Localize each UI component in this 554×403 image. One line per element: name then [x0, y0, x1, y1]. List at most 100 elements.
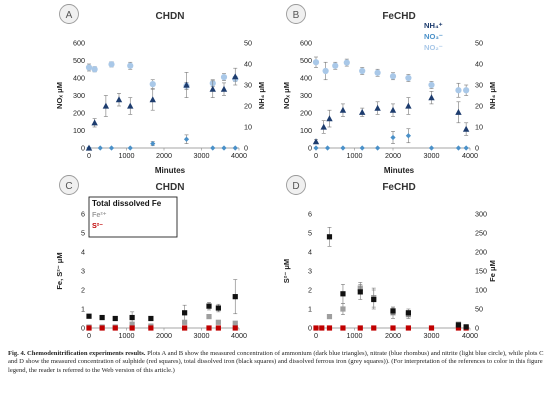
- y2-tick-label: 40: [244, 60, 252, 69]
- x-tick-label: 1000: [347, 331, 363, 340]
- x-tick-label: 1000: [119, 331, 135, 340]
- y-axis-label: S²⁻ μM: [282, 259, 291, 283]
- fe2-point: [182, 319, 188, 325]
- legend-entry: S²⁻: [92, 221, 103, 230]
- total_fe-point: [357, 289, 363, 295]
- ammonium-point: [91, 119, 98, 126]
- y-tick-label: 300: [73, 91, 85, 100]
- sulfide-point: [340, 325, 346, 331]
- sulfide-point: [86, 325, 92, 331]
- fe2-point: [326, 314, 333, 320]
- x-tick-label: 3000: [424, 331, 440, 340]
- y-tick-label: 0: [81, 144, 85, 153]
- ammonium-point: [462, 125, 470, 132]
- legend-entry: NH₄⁺: [424, 21, 443, 30]
- nitrate-point: [324, 145, 331, 151]
- ammonium-point: [320, 123, 327, 130]
- x-tick-label: 2000: [156, 331, 172, 340]
- ammonium-point: [326, 115, 333, 122]
- y2-tick-label: 50: [475, 305, 483, 314]
- sulfide-point: [326, 325, 333, 331]
- nitrate-point: [150, 141, 156, 147]
- fe2-point: [215, 319, 221, 325]
- chart-title: FeCHD: [382, 11, 415, 22]
- y-tick-label: 400: [300, 74, 312, 83]
- y2-tick-label: 10: [475, 123, 483, 132]
- legend-entry: NO₃⁻: [424, 32, 443, 41]
- y-tick-label: 0: [81, 324, 85, 333]
- nitrate-point: [390, 134, 396, 141]
- nitrate-point: [405, 133, 411, 139]
- sulfide-point: [182, 325, 188, 331]
- y2-tick-label: 50: [244, 39, 252, 48]
- panel-letter: C: [65, 181, 72, 192]
- sulfide-point: [215, 325, 221, 331]
- y-tick-label: 5: [308, 229, 312, 238]
- sulfide-point: [390, 325, 396, 331]
- ammonium-point: [127, 102, 134, 109]
- legend: Total dissolved Fe Fe²⁺ S²⁻: [88, 196, 178, 238]
- y-axis-label: NOₓ μM: [55, 82, 64, 109]
- fe2-point: [340, 306, 346, 312]
- x-tick-label: 1000: [119, 151, 135, 160]
- fe2-point: [129, 321, 135, 327]
- panel-letter: B: [293, 10, 300, 21]
- y-tick-label: 300: [300, 91, 312, 100]
- sulfide-point: [357, 325, 363, 331]
- x-tick-label: 4000: [462, 331, 478, 340]
- nitrite-point: [312, 59, 320, 66]
- total_fe-point: [340, 291, 346, 297]
- y-axis-label: Fe, S²⁻ μM: [55, 252, 64, 289]
- nitrate-point: [108, 145, 115, 151]
- total_fe-point: [390, 308, 396, 314]
- nitrate-point: [359, 145, 365, 151]
- series-sulfide: [86, 325, 238, 331]
- y-tick-label: 4: [81, 248, 85, 257]
- fe2-point: [206, 314, 212, 320]
- total_fe-point: [86, 313, 92, 319]
- ammonium-point: [115, 96, 123, 103]
- sulfide-point: [371, 325, 377, 331]
- ammonium-point: [428, 94, 435, 101]
- y-tick-label: 1: [308, 305, 312, 314]
- nitrite-point: [220, 74, 228, 81]
- series-nitrate: [313, 128, 469, 151]
- ammonium-point: [405, 102, 412, 109]
- y-tick-label: 400: [73, 74, 85, 83]
- ammonium-point: [149, 96, 156, 103]
- nitrate-point: [455, 145, 462, 151]
- chart-title: FeCHD: [382, 182, 415, 193]
- panel-badge: [59, 175, 79, 195]
- y2-tick-label: 250: [475, 229, 487, 238]
- panel-letter: A: [66, 10, 73, 21]
- nitrite-point: [322, 67, 329, 75]
- fe2-point: [232, 320, 238, 326]
- nitrate-point: [97, 145, 103, 151]
- ammonium-point: [183, 81, 190, 88]
- ammonium-point: [102, 102, 110, 109]
- sulfide-point: [99, 325, 105, 331]
- y2-tick-label: 30: [475, 81, 483, 90]
- nitrate-point: [221, 145, 227, 151]
- sulfide-point: [428, 325, 435, 331]
- ammonium-point: [232, 73, 239, 80]
- x-tick-label: 3000: [424, 151, 440, 160]
- sulfide-point: [405, 325, 411, 331]
- nitrate-point: [127, 145, 133, 151]
- ammonium-point: [389, 106, 397, 113]
- series-nitrite: [312, 56, 470, 98]
- nitrite-point: [455, 87, 462, 94]
- total_fe-point: [463, 324, 469, 330]
- y-tick-label: 1: [81, 305, 85, 314]
- legend-box: [88, 196, 178, 238]
- y-tick-label: 600: [300, 39, 312, 48]
- sulfide-point: [148, 325, 154, 331]
- series-total_fe: [326, 227, 469, 330]
- y-tick-label: 200: [73, 109, 85, 118]
- sulfide-point: [129, 325, 135, 331]
- series-nitrite: [85, 61, 239, 90]
- x-tick-label: 4000: [462, 151, 478, 160]
- y-tick-label: 200: [300, 109, 312, 118]
- y-tick-label: 2: [308, 286, 312, 295]
